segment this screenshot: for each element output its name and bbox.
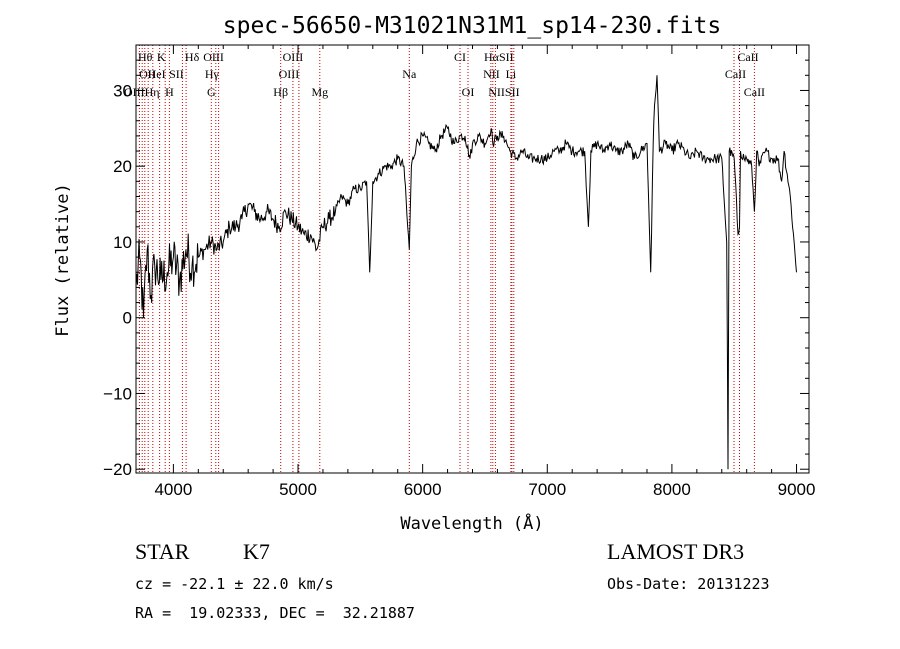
- y-tick-label: 30: [113, 81, 132, 100]
- chart-title: spec-56650-M31021N31M1_sp14-230.fits: [223, 13, 722, 39]
- spectral-line-label: NIISII: [488, 85, 519, 99]
- spectrum-curve: [135, 75, 797, 470]
- spectral-line-label: Mg: [311, 85, 328, 99]
- spectral-line-label: OIII: [203, 50, 224, 64]
- spectral-line-label: OI: [462, 85, 475, 99]
- spectral-line-label: H: [165, 85, 174, 99]
- spectral-line-label: Hβ: [273, 85, 288, 99]
- y-tick-label: −10: [103, 384, 132, 403]
- spectral-line-label: Hθ: [138, 50, 153, 64]
- spectral-line-label: OIIIHη: [124, 85, 160, 99]
- y-tick-label: 0: [123, 309, 132, 328]
- y-axis-ticks: −20 −10 0 10 20 30: [103, 59, 809, 479]
- coordinates: RA = 19.02333, DEC = 32.21887: [135, 604, 415, 622]
- object-type: STAR: [135, 539, 190, 564]
- x-tick-label: 9000: [778, 480, 816, 499]
- x-axis-ticks: 4000 5000 6000 7000 8000 9000: [154, 45, 815, 499]
- spectral-line-label: HeI: [148, 67, 166, 81]
- y-tick-label: −20: [103, 460, 132, 479]
- x-axis-label: Wavelength (Å): [400, 512, 543, 534]
- spectral-line-label: SII: [169, 67, 184, 81]
- spectral-line-label: OII: [139, 67, 156, 81]
- spectral-line-label: Hγ: [205, 67, 220, 81]
- spectral-line-markers: [138, 45, 755, 473]
- survey-name: LAMOST DR3: [607, 539, 745, 564]
- spectral-line-label: Hδ: [185, 50, 200, 64]
- observation-date: Obs-Date: 20131223: [607, 575, 770, 593]
- spectral-line-label: CaII: [737, 50, 758, 64]
- x-tick-label: 5000: [279, 480, 317, 499]
- spectral-line-label: G: [207, 85, 216, 99]
- plot-frame: [135, 44, 810, 474]
- redshift-value: cz = -22.1 ± 22.0 km/s: [135, 575, 334, 593]
- y-tick-label: 20: [113, 157, 132, 176]
- x-tick-label: 6000: [404, 480, 442, 499]
- spectral-line-label: NII: [483, 67, 500, 81]
- spectral-line-label: OIII: [279, 67, 300, 81]
- spectral-subclass: K7: [243, 539, 270, 564]
- y-tick-label: 10: [113, 233, 132, 252]
- spectral-line-label: K: [157, 50, 166, 64]
- spectral-line-label: Na: [402, 67, 417, 81]
- x-tick-label: 4000: [154, 480, 192, 499]
- spectral-line-label: CaII: [725, 67, 746, 81]
- spectral-line-label: HαSII: [484, 50, 514, 64]
- x-tick-label: 7000: [528, 480, 566, 499]
- spectral-line-label: Li: [506, 67, 517, 81]
- spectral-line-label: CaII: [744, 85, 765, 99]
- y-axis-label: Flux (relative): [53, 183, 73, 337]
- spectral-line-label: OIII: [283, 50, 304, 64]
- spectral-line-label: CI: [454, 50, 466, 64]
- x-tick-label: 8000: [653, 480, 691, 499]
